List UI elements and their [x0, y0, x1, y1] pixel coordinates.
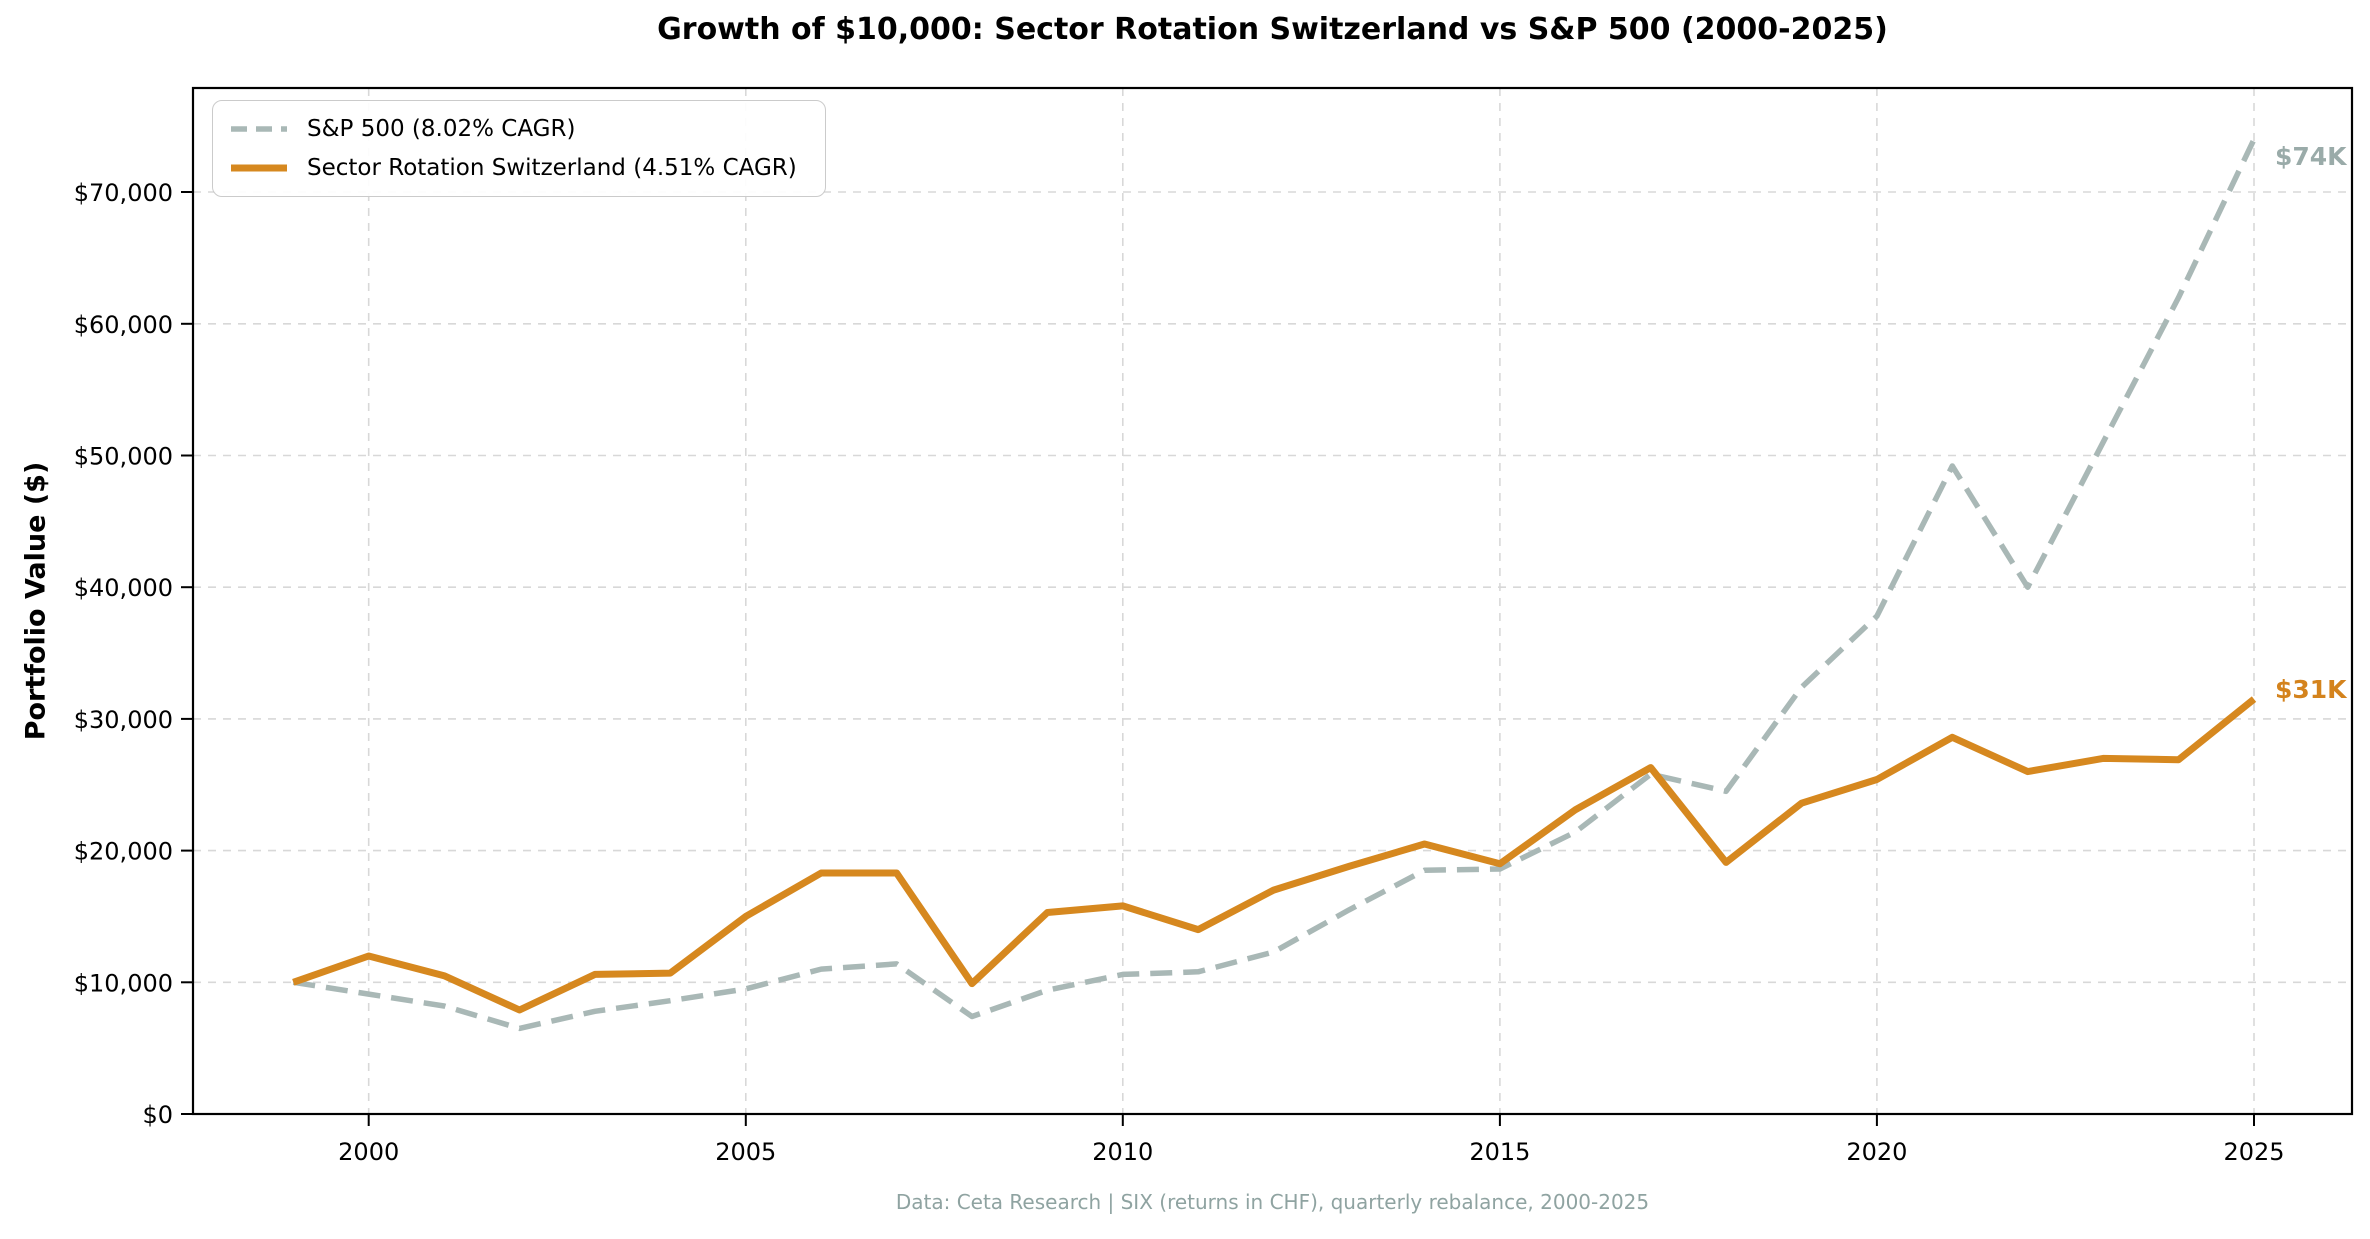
y-tick-label: $70,000: [74, 179, 173, 207]
y-tick-label: $0: [142, 1101, 173, 1129]
x-tick-label: 2015: [1469, 1138, 1530, 1166]
y-tick-label: $10,000: [74, 969, 173, 997]
y-tick-label: $20,000: [74, 838, 173, 866]
y-axis-label: Portfolio Value ($): [20, 461, 52, 741]
plot-border: [191, 86, 2354, 1116]
legend: S&P 500 (8.02% CAGR) Sector Rotation Swi…: [212, 100, 826, 197]
series-line-sector-rotation: [292, 696, 2257, 1014]
annotation-sector-rotation-end-value: $31K: [2275, 675, 2347, 704]
data-source-caption: Data: Ceta Research | SIX (returns in CH…: [895, 1190, 1650, 1214]
legend-line-sample-dashed: [231, 126, 287, 132]
y-tick-label: $50,000: [74, 443, 173, 471]
y-tick-label: $60,000: [74, 311, 173, 339]
x-tick-label: 2005: [715, 1138, 776, 1166]
legend-line-sample-solid: [231, 164, 287, 172]
legend-label-sector-rotation: Sector Rotation Switzerland (4.51% CAGR): [307, 155, 797, 181]
legend-item-sp500: S&P 500 (8.02% CAGR): [231, 116, 797, 142]
annotation-sp500-end-value: $74K: [2275, 142, 2347, 171]
legend-item-sector-rotation: Sector Rotation Switzerland (4.51% CAGR): [231, 155, 797, 181]
y-tick-label: $30,000: [74, 706, 173, 734]
x-tick-label: 2025: [2223, 1138, 2284, 1166]
series-line-sp500: [292, 138, 2257, 1032]
x-tick-label: 2020: [1846, 1138, 1907, 1166]
x-tick-label: 2000: [338, 1138, 399, 1166]
x-tick-label: 2010: [1092, 1138, 1153, 1166]
chart-title: Growth of $10,000: Sector Rotation Switz…: [657, 12, 1888, 47]
y-tick-label: $40,000: [74, 574, 173, 602]
legend-label-sp500: S&P 500 (8.02% CAGR): [307, 116, 576, 142]
